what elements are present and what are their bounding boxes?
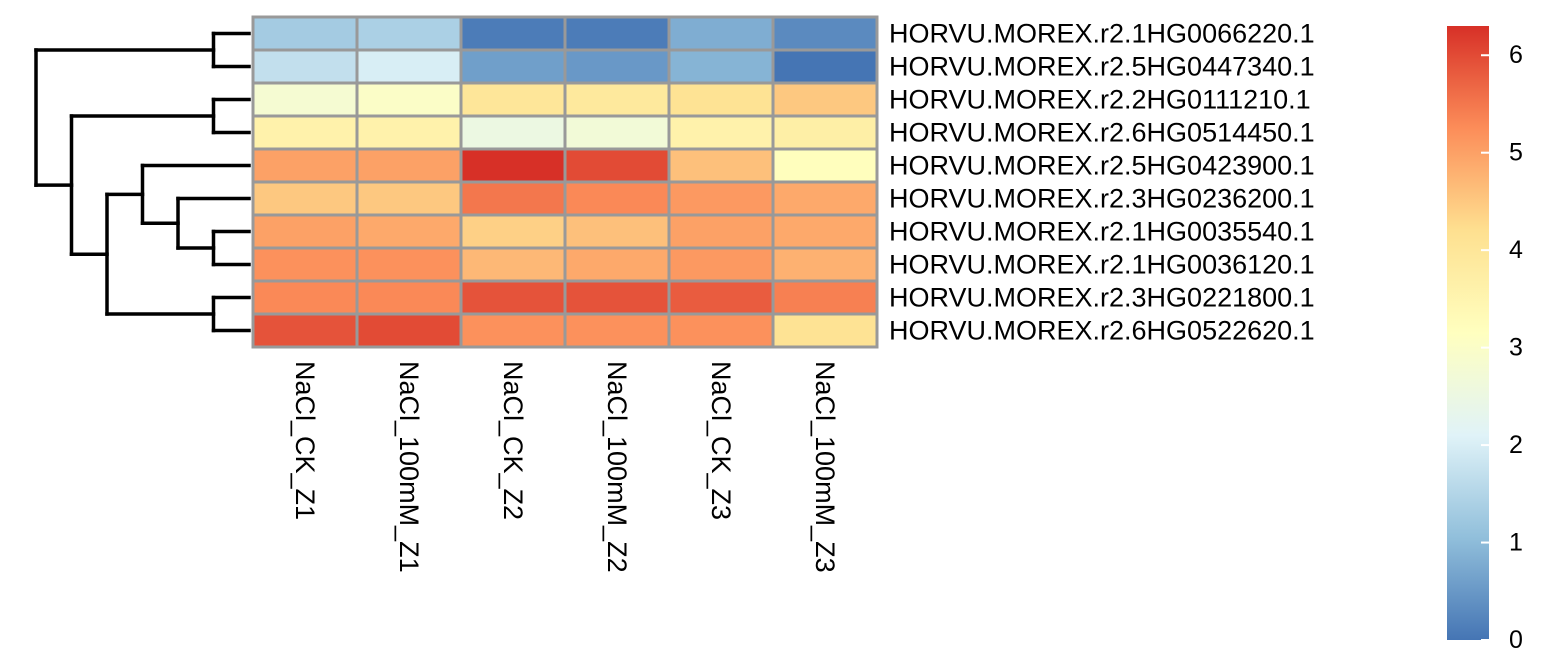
- heatmap-cell: [355, 15, 463, 52]
- legend-tick-label: 3: [1509, 334, 1523, 362]
- column-label: NaCl_CK_Z2: [498, 361, 528, 520]
- row-label: HORVU.MOREX.r2.3HG0221800.1: [889, 283, 1315, 313]
- heatmap-cell: [771, 15, 879, 52]
- heatmap-cell: [459, 48, 567, 85]
- heatmap-cell: [251, 147, 359, 184]
- row-label: HORVU.MOREX.r2.1HG0035540.1: [889, 217, 1315, 247]
- color-legend-bar: [1447, 26, 1489, 640]
- heatmap-cell: [459, 312, 567, 349]
- legend-tick-label: 4: [1509, 236, 1523, 264]
- heatmap-cell: [771, 279, 879, 316]
- heatmap-cell: [771, 312, 879, 349]
- heatmap-cell: [459, 246, 567, 283]
- heatmap-cell: [459, 81, 567, 118]
- row-labels: HORVU.MOREX.r2.1HG0066220.1HORVU.MOREX.r…: [889, 19, 1315, 346]
- heatmap-cell: [563, 48, 671, 85]
- heatmap-cell: [355, 180, 463, 217]
- column-label: NaCl_100mM_Z3: [810, 361, 840, 573]
- heatmap-cell: [459, 180, 567, 217]
- heatmap-cell: [459, 213, 567, 250]
- row-label: HORVU.MOREX.r2.5HG0447340.1: [889, 52, 1315, 82]
- heatmap-cells: [251, 15, 879, 349]
- legend-tick-label: 6: [1509, 41, 1523, 69]
- column-label: NaCl_100mM_Z2: [602, 361, 632, 573]
- heatmap-cell: [251, 279, 359, 316]
- heatmap-cell: [771, 246, 879, 283]
- heatmap-cell: [771, 48, 879, 85]
- legend-tick-label: 0: [1509, 626, 1523, 654]
- row-label: HORVU.MOREX.r2.1HG0066220.1: [889, 19, 1315, 49]
- column-label: NaCl_100mM_Z1: [394, 361, 424, 573]
- heatmap-cell: [771, 180, 879, 217]
- heatmap-cell: [563, 246, 671, 283]
- legend-tick-label: 1: [1509, 529, 1523, 557]
- row-label: HORVU.MOREX.r2.3HG0236200.1: [889, 184, 1315, 214]
- color-legend-ticks: 0 1 2 3 4 5 6: [1481, 41, 1523, 654]
- heatmap-cell: [355, 81, 463, 118]
- heatmap-cell: [251, 15, 359, 52]
- heatmap-cell: [355, 246, 463, 283]
- heatmap-cell: [563, 15, 671, 52]
- heatmap-cell: [563, 213, 671, 250]
- heatmap-cell: [771, 213, 879, 250]
- heatmap-cell: [667, 15, 775, 52]
- heatmap-cell: [563, 279, 671, 316]
- heatmap-cell: [251, 81, 359, 118]
- heatmap-cell: [355, 213, 463, 250]
- row-dendrogram: [34, 31, 251, 333]
- row-label: HORVU.MOREX.r2.6HG0522620.1: [889, 316, 1315, 346]
- row-label: HORVU.MOREX.r2.2HG0111210.1: [889, 85, 1311, 115]
- row-label: HORVU.MOREX.r2.6HG0514450.1: [889, 118, 1315, 148]
- heatmap-cell: [251, 114, 359, 151]
- heatmap-cell: [771, 114, 879, 151]
- heatmap-cell: [459, 114, 567, 151]
- heatmap-cell: [771, 147, 879, 184]
- column-label: NaCl_CK_Z1: [290, 361, 320, 520]
- heatmap-cell: [251, 312, 359, 349]
- heatmap-cell: [667, 147, 775, 184]
- heatmap-cell: [563, 81, 671, 118]
- heatmap-cell: [667, 312, 775, 349]
- column-labels: NaCl_CK_Z1 NaCl_100mM_Z1 NaCl_CK_Z2 NaCl_10…: [290, 361, 840, 573]
- column-label: NaCl_CK_Z3: [706, 361, 736, 520]
- heatmap-cell: [667, 180, 775, 217]
- heatmap-cell: [459, 147, 567, 184]
- heatmap-cell: [251, 246, 359, 283]
- row-label: HORVU.MOREX.r2.1HG0036120.1: [889, 250, 1315, 280]
- heatmap-cell: [355, 48, 463, 85]
- heatmap-cell: [355, 279, 463, 316]
- heatmap-cell: [355, 312, 463, 349]
- color-legend: 0 1 2 3 4 5 6: [1447, 26, 1523, 654]
- heatmap-cell: [459, 15, 567, 52]
- heatmap-cell: [667, 114, 775, 151]
- heatmap-cell: [667, 246, 775, 283]
- legend-tick-label: 2: [1509, 431, 1523, 459]
- heatmap-cell: [667, 213, 775, 250]
- legend-tick-label: 5: [1509, 139, 1523, 167]
- heatmap-cell: [563, 114, 671, 151]
- heatmap-cell: [251, 48, 359, 85]
- heatmap-cell: [251, 213, 359, 250]
- heatmap-cell: [667, 81, 775, 118]
- heatmap-cell: [251, 180, 359, 217]
- heatmap-cell: [459, 279, 567, 316]
- heatmap-cell: [355, 114, 463, 151]
- heatmap-cell: [355, 147, 463, 184]
- heatmap-cell: [563, 147, 671, 184]
- row-label: HORVU.MOREX.r2.5HG0423900.1: [889, 151, 1315, 181]
- heatmap-cell: [667, 48, 775, 85]
- heatmap-cell: [563, 312, 671, 349]
- heatmap-cell: [667, 279, 775, 316]
- heatmap-cell: [771, 81, 879, 118]
- heatmap-cell: [563, 180, 671, 217]
